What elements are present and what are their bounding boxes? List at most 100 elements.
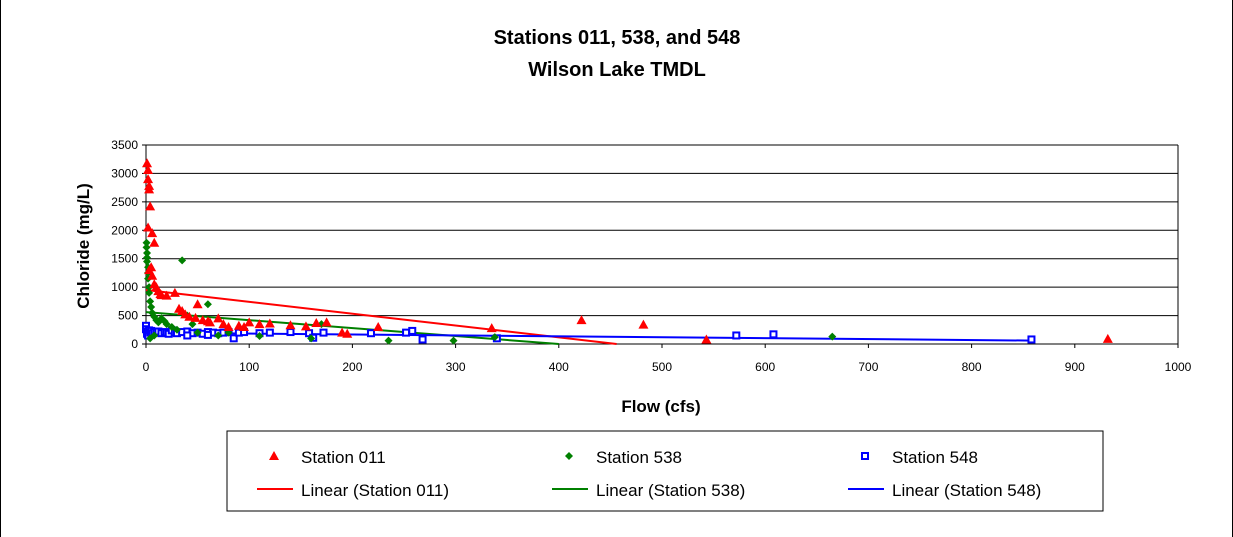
x-tick-label: 700 [858,360,878,374]
data-point [732,331,741,340]
trendline-3 [145,331,1034,342]
data-point [147,303,156,312]
data-point [214,331,223,340]
x-tick-label: 1000 [1165,360,1192,374]
data-point [449,336,458,345]
trendlines [145,288,1034,345]
data-point [701,334,712,344]
chart-subtitle: Wilson Lake TMDL [528,59,706,81]
data-point [178,256,187,265]
data-point [486,323,497,333]
data-point [307,334,316,343]
x-axis-title: Flow (cfs) [621,397,700,416]
data-point [418,335,427,344]
data-point [143,249,152,258]
legend-label: Station 538 [596,448,682,467]
data-point [162,320,171,329]
data-point [147,228,158,238]
data-point [254,319,265,329]
data-point [285,320,296,330]
legend-label: Linear (Station 538) [596,481,745,500]
data-point [183,331,192,340]
data-point [300,321,311,331]
data-point [203,300,212,309]
y-tick-label: 500 [118,309,138,323]
data-point [204,317,215,327]
data-point [184,311,195,321]
legend-marker-3 [861,452,869,460]
data-point [1102,333,1113,343]
y-tick-label: 0 [131,337,138,351]
data-point [188,320,197,329]
data-point [192,299,203,309]
data-point [286,328,295,337]
data-point [239,321,250,331]
data-point [203,330,212,339]
axes: 0 500 1000 1500 2000 2500 3000 3500 0 100 200 300 40… [111,138,1191,374]
legend-label: Linear (Station 011) [301,481,449,500]
data-point [143,257,152,266]
legend-marker-1 [269,451,279,460]
data-point [167,322,176,331]
data-point [223,321,234,331]
x-tick-label: 500 [652,360,672,374]
data-point [143,222,154,232]
data-point [319,328,328,337]
y-tick-label: 3000 [111,166,138,180]
data-point [142,238,151,247]
data-point [213,313,224,323]
data-point [342,328,353,338]
x-tick-label: 800 [962,360,982,374]
legend-box [226,430,1104,512]
data-points [142,158,1113,345]
x-tick-label: 600 [755,360,775,374]
legend-label: Station 548 [892,448,978,467]
data-point [142,243,151,252]
data-point [490,333,499,342]
data-point [149,237,160,247]
x-tick-label: 0 [143,360,150,374]
x-tick-label: 100 [239,360,259,374]
data-point [144,265,155,275]
y-tick-label: 1500 [111,252,138,266]
data-point [229,334,238,343]
data-point [373,321,384,331]
series-station-011 [142,158,1113,344]
y-axis-title: Chloride (mg/L) [74,183,93,309]
data-point [193,328,202,337]
data-point [244,317,255,327]
data-point [1027,335,1036,344]
gridlines [146,144,1178,317]
data-point [143,165,154,175]
data-point [172,325,181,334]
data-point [146,297,155,306]
data-point [384,336,393,345]
legend-label: Linear (Station 548) [892,481,1041,500]
data-point [144,184,155,194]
data-point [147,270,158,280]
y-tick-label: 3500 [111,138,138,152]
data-point [828,332,837,341]
data-point [576,315,587,325]
y-tick-label: 2000 [111,223,138,237]
data-point [150,331,159,340]
y-tick-label: 1000 [111,280,138,294]
data-point [408,326,417,335]
data-point [638,319,649,329]
data-point [161,290,172,300]
data-point [143,174,154,184]
data-point [145,201,156,211]
data-point [190,312,201,322]
data-point [142,158,153,168]
y-tick-label: 2500 [111,195,138,209]
x-tick-label: 200 [342,360,362,374]
data-point [769,330,778,339]
data-point [255,332,264,341]
legend-marker-2 [565,452,573,460]
data-point [264,318,275,328]
data-point [402,328,411,337]
data-point [218,319,229,329]
trendline-2 [145,311,559,345]
